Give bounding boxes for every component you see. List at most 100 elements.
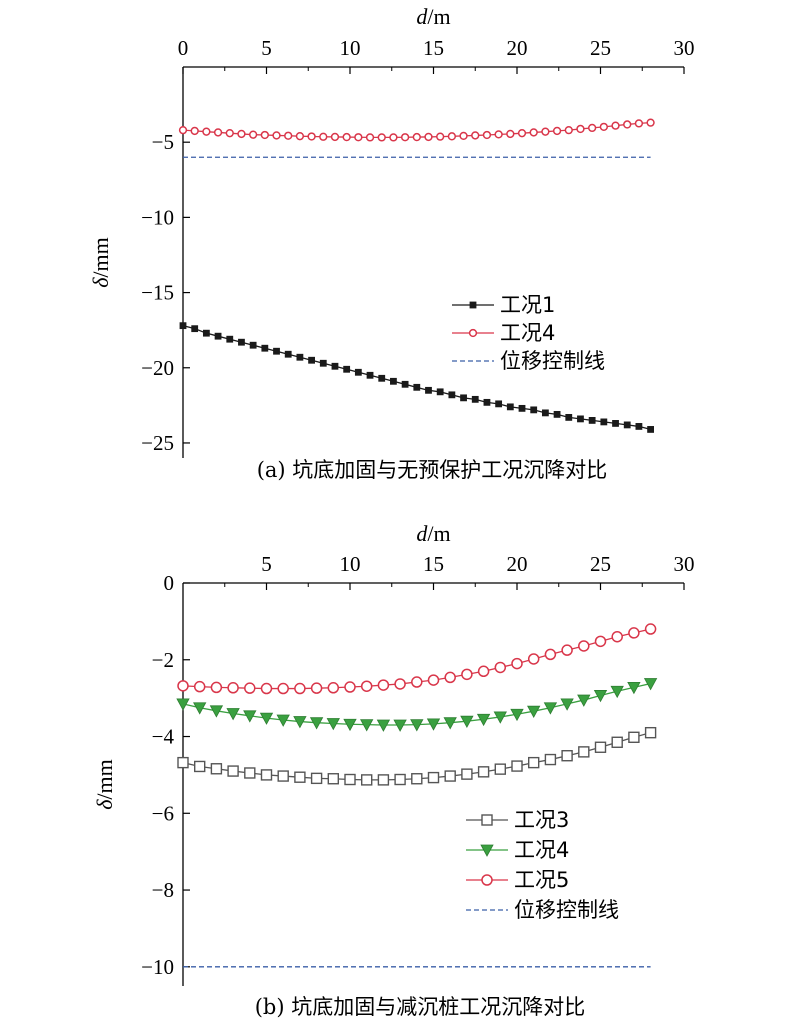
data-point	[529, 128, 538, 137]
data-point	[360, 719, 374, 732]
data-point	[411, 676, 423, 688]
legend-item: 工况4	[452, 321, 555, 345]
data-point	[427, 771, 440, 784]
data-point	[361, 774, 373, 786]
y-tick-label: −15	[141, 281, 174, 305]
data-point	[511, 760, 523, 772]
chart-a: 0 5 10 15 20 25 30 −5 −10 −15 −20 −25 d/m δ/mm 工况1 工况4 位…	[88, 4, 695, 482]
x-axis-title: d/m	[416, 521, 450, 546]
data-point	[612, 420, 619, 427]
x-tick-label: 15	[423, 552, 444, 576]
data-point	[541, 409, 549, 417]
data-point	[578, 640, 590, 652]
data-point	[527, 705, 541, 719]
x-tick-label: 30	[674, 36, 695, 60]
data-point	[561, 750, 573, 762]
data-point	[576, 124, 585, 134]
data-point	[260, 682, 273, 695]
data-point	[527, 653, 540, 665]
legend-label: 位移控制线	[500, 349, 605, 373]
data-point	[459, 131, 468, 141]
x-tick-label: 20	[507, 36, 528, 60]
data-point	[644, 623, 657, 635]
data-point	[493, 711, 507, 724]
data-point	[411, 773, 423, 785]
data-point	[518, 404, 526, 412]
data-point	[202, 127, 211, 136]
legend-label: 位移控制线	[514, 898, 619, 922]
data-point	[276, 714, 290, 727]
data-point	[226, 708, 240, 721]
data-point	[477, 766, 490, 778]
data-point	[483, 398, 491, 406]
data-point	[293, 716, 307, 729]
data-point	[426, 718, 441, 731]
data-point	[344, 773, 356, 786]
data-point	[319, 132, 328, 141]
legend-item: 工况4	[466, 838, 569, 862]
legend-item: 工况5	[466, 868, 569, 892]
data-point	[443, 717, 457, 730]
data-point	[544, 753, 557, 766]
data-point	[495, 400, 503, 408]
data-point	[394, 773, 406, 786]
data-point	[600, 418, 608, 426]
data-point	[628, 627, 640, 639]
data-point	[611, 736, 623, 748]
data-point	[461, 668, 473, 681]
chart-caption: (a) 坑底加固与无预保护工况沉降对比	[257, 458, 608, 482]
y-tick-label: −10	[141, 205, 174, 229]
data-point	[410, 719, 424, 732]
data-point	[308, 356, 315, 364]
data-point	[560, 698, 574, 711]
data-point	[623, 421, 631, 429]
data-point	[436, 132, 445, 141]
data-point	[471, 395, 479, 403]
data-point	[588, 123, 597, 133]
data-point	[284, 131, 293, 140]
data-point	[610, 685, 624, 699]
data-point	[628, 731, 640, 743]
x-tick-label: 5	[261, 552, 272, 576]
x-tick-label: 5	[261, 36, 272, 60]
data-point	[238, 338, 245, 346]
data-point	[400, 133, 410, 142]
data-point	[360, 680, 373, 692]
x-axis-title: d/m	[416, 4, 450, 29]
data-point	[565, 413, 573, 421]
data-point	[510, 708, 524, 722]
data-point	[401, 380, 409, 388]
data-point	[327, 773, 339, 785]
y-axis-title: δ/mm	[88, 237, 113, 288]
data-point	[471, 131, 480, 140]
data-point	[394, 678, 406, 690]
data-point	[213, 128, 223, 137]
data-point	[176, 698, 190, 711]
legend-item: 工况1	[452, 293, 555, 317]
legend-item: 工况3	[466, 808, 569, 832]
legend-item: 位移控制线	[452, 349, 605, 373]
data-point	[447, 132, 457, 141]
data-point	[277, 770, 289, 782]
data-point	[389, 133, 398, 142]
y-axis-title: δ/mm	[92, 759, 117, 810]
data-point	[193, 702, 207, 715]
data-point	[412, 132, 421, 142]
data-point	[460, 715, 474, 729]
data-point	[284, 350, 292, 358]
y-tick-label: −6	[152, 801, 174, 825]
x-tick-label: 0	[178, 36, 189, 60]
data-point	[193, 680, 206, 693]
data-point	[427, 674, 440, 686]
legend-item: 位移控制线	[466, 898, 619, 922]
x-tick-label: 30	[674, 552, 695, 576]
data-point	[528, 756, 540, 769]
data-point	[366, 371, 374, 379]
data-point	[214, 332, 222, 340]
x-tick-label: 25	[590, 36, 611, 60]
data-point	[644, 726, 657, 739]
data-point	[261, 344, 269, 352]
data-point	[342, 132, 351, 142]
x-tick-label: 15	[423, 36, 444, 60]
data-point	[227, 765, 239, 777]
